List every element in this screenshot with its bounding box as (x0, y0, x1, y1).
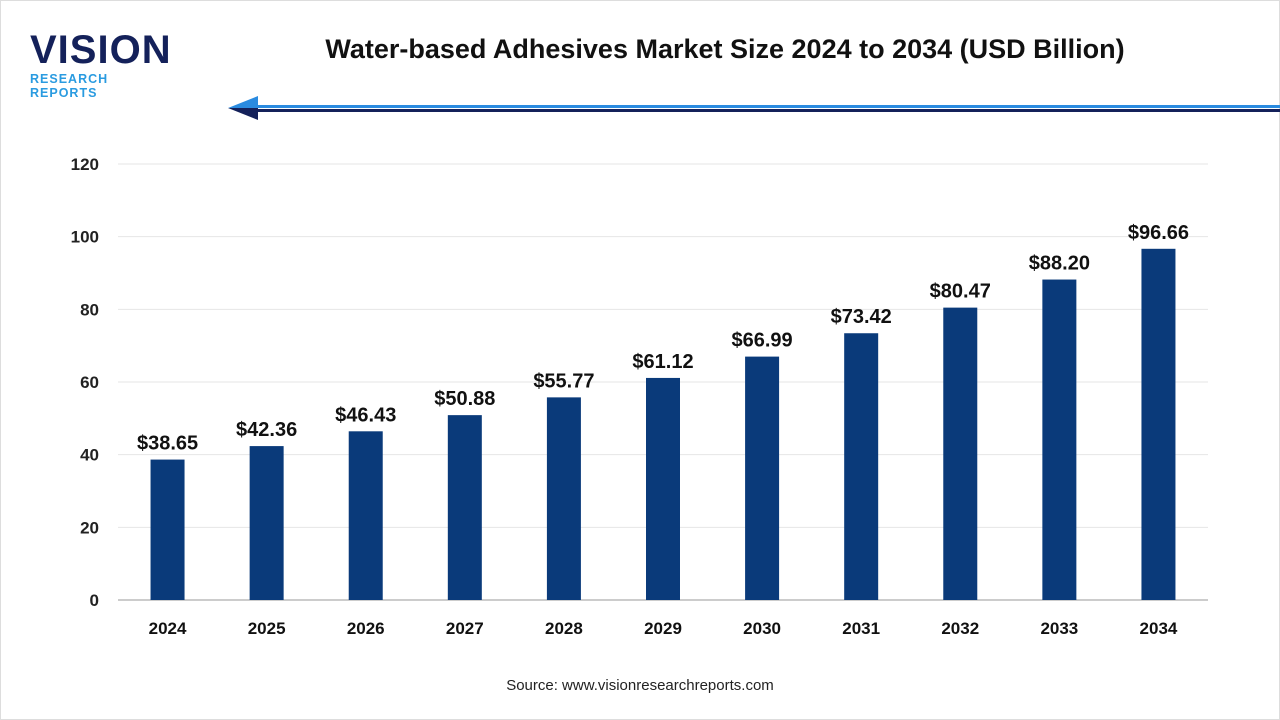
logo-word: VISION (30, 28, 172, 72)
chart-title: Water-based Adhesives Market Size 2024 t… (325, 34, 1125, 64)
data-label: $96.66 (1128, 222, 1189, 244)
x-tick-label: 2025 (248, 619, 286, 638)
bar (943, 307, 978, 600)
data-label: $55.77 (533, 370, 594, 392)
bar (249, 446, 284, 600)
arrow-decoration (228, 96, 1280, 120)
x-tick-label: 2028 (545, 619, 583, 638)
x-tick-label: 2027 (446, 619, 484, 638)
source-note: Source: www.visionresearchreports.com (506, 677, 774, 694)
y-tick-label: 40 (80, 446, 99, 465)
x-tick-label: 2026 (347, 619, 385, 638)
y-tick-label: 80 (80, 300, 99, 319)
data-label: $80.47 (930, 281, 991, 303)
data-label: $61.12 (632, 351, 693, 373)
y-tick-label: 100 (71, 228, 99, 247)
data-label: $73.42 (831, 306, 892, 328)
data-label: $88.20 (1029, 253, 1090, 275)
y-tick-label: 0 (90, 591, 99, 610)
x-tick-label: 2033 (1040, 619, 1078, 638)
bar (745, 356, 780, 600)
bar (844, 333, 879, 600)
x-tick-label: 2034 (1140, 619, 1178, 638)
y-tick-label: 120 (71, 155, 99, 174)
x-tick-label: 2024 (149, 619, 187, 638)
x-tick-label: 2032 (941, 619, 979, 638)
bar (546, 397, 581, 600)
data-label: $42.36 (236, 419, 297, 441)
logo: VISION RESEARCH REPORTS (30, 28, 180, 100)
data-label: $46.43 (335, 404, 396, 426)
data-label: $38.65 (137, 433, 198, 455)
data-label: $50.88 (434, 388, 495, 410)
x-tick-label: 2031 (842, 619, 880, 638)
bar (646, 377, 680, 600)
y-tick-label: 60 (80, 373, 99, 392)
bar (150, 459, 185, 600)
x-tick-label: 2030 (743, 619, 781, 638)
data-label: $66.99 (732, 330, 793, 352)
bar (447, 415, 482, 600)
bar (1042, 279, 1077, 600)
x-tick-label: 2029 (644, 619, 682, 638)
bar (348, 431, 383, 600)
logo-subtitle: RESEARCH REPORTS (30, 72, 109, 100)
bar (1141, 248, 1176, 600)
y-tick-label: 20 (80, 518, 99, 537)
